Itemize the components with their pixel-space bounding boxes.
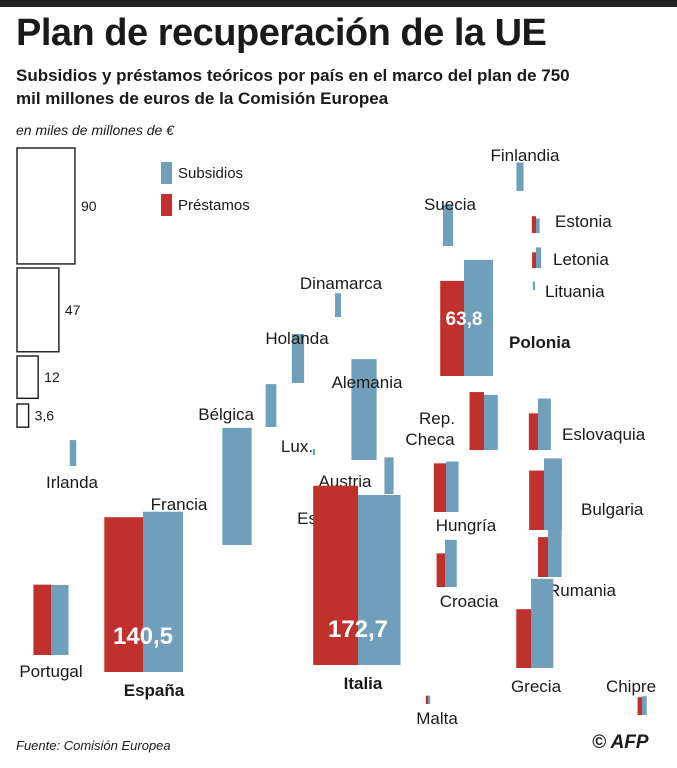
legend-swatch-subsidios (161, 162, 172, 184)
top-rule (0, 0, 677, 7)
bar-prestamos-polonia (440, 280, 464, 376)
scale-label-47: 47 (65, 302, 81, 318)
country-label-hungria: Hungría (436, 516, 497, 535)
country-label-rep-checa-line2: Checa (405, 430, 455, 449)
bar-subsidios-bulgaria (544, 458, 562, 530)
bar-prestamos-eslovaquia (528, 413, 538, 450)
bar-subsidios-rumania (548, 522, 562, 577)
bar-subsidios-hungria (446, 461, 459, 512)
bar-prestamos-hungria (433, 463, 446, 512)
country-label-lituania: Lituania (545, 282, 605, 301)
page-title: Plan de recuperación de la UE (16, 12, 547, 54)
country-label-polonia: Polonia (509, 333, 571, 352)
country-label-belgica: Bélgica (198, 405, 254, 424)
scale-box-12 (16, 355, 39, 400)
country-label-bulgaria: Bulgaria (581, 500, 644, 519)
scale-box-3-6 (16, 403, 30, 428)
value-label-polonia: 63,8 (446, 309, 483, 330)
subtitle: Subsidios y préstamos teóricos por país … (16, 66, 570, 108)
value-label-espana: 140,5 (113, 623, 173, 650)
country-label-letonia: Letonia (553, 250, 609, 269)
bar-subsidios-finlandia (516, 162, 524, 191)
bar-subsidios-grecia (531, 578, 554, 668)
scale-label-90: 90 (81, 198, 97, 214)
value-label-italia: 172,7 (328, 616, 388, 643)
bar-prestamos-portugal (33, 584, 51, 655)
country-label-rep-checa-line1: Rep. (419, 409, 455, 428)
scale-label-12: 12 (44, 369, 60, 385)
bar-subsidios-holanda (291, 333, 305, 383)
bar-subsidios-austria (384, 457, 394, 494)
country-label-espana: España (124, 681, 185, 700)
units-label: en miles de millones de € (16, 122, 174, 138)
country-label-lux: Lux. (281, 437, 313, 456)
bar-subsidios-francia (222, 427, 252, 545)
country-label-suecia: Suecia (424, 195, 477, 214)
bar-subsidios-letonia (536, 247, 542, 268)
bar-subsidios-lituania (532, 281, 536, 290)
bar-prestamos-rumania (538, 537, 548, 577)
country-label-irlanda: Irlanda (46, 473, 99, 492)
bar-subsidios-malta (428, 695, 431, 704)
scale-box-47 (16, 267, 60, 353)
country-label-portugal: Portugal (19, 662, 82, 681)
country-label-malta: Malta (416, 709, 458, 728)
bar-subsidios-estonia (536, 218, 540, 233)
bar-subsidios-polonia (464, 259, 494, 376)
bar-subsidios-portugal (51, 584, 69, 655)
scale-box-90 (16, 147, 76, 265)
bar-prestamos-malta (425, 695, 428, 704)
bar-subsidios-chipre (642, 696, 647, 715)
country-label-rumania: Rumania (548, 581, 617, 600)
bar-prestamos-croacia (436, 553, 445, 587)
bar-subsidios-eslovaquia (538, 398, 551, 450)
bar-subsidios-belgica (265, 384, 277, 427)
country-label-finlandia: Finlandia (491, 146, 561, 165)
country-label-grecia: Grecia (511, 677, 562, 696)
country-label-croacia: Croacia (440, 592, 499, 611)
country-label-francia: Francia (151, 495, 208, 514)
country-label-holanda: Holanda (265, 329, 329, 348)
bar-prestamos-bulgaria (529, 470, 544, 530)
legend-swatch-prestamos (161, 194, 172, 216)
source-note: Fuente: Comisión Europea (16, 738, 171, 753)
bar-prestamos-letonia (532, 252, 536, 268)
bar-prestamos-rep-checa (469, 392, 484, 450)
bar-subsidios-alemania (351, 359, 377, 460)
bar-subsidios-dinamarca (335, 293, 341, 317)
bar-subsidios-irlanda (69, 440, 77, 466)
country-label-chipre: Chipre (606, 677, 656, 696)
country-label-italia: Italia (344, 674, 383, 693)
bar-subsidios-rep-checa (484, 394, 498, 450)
country-label-eslovaquia: Eslovaquia (562, 425, 646, 444)
country-label-estonia: Estonia (555, 212, 612, 231)
legend-label-prestamos: Préstamos (178, 197, 250, 214)
bar-subsidios-lux (312, 449, 316, 455)
bar-prestamos-italia (313, 485, 358, 665)
bar-subsidios-croacia (445, 539, 457, 587)
bar-prestamos-grecia (516, 609, 531, 668)
country-label-dinamarca: Dinamarca (300, 274, 383, 293)
afp-credit: © AFP (592, 732, 649, 753)
scale-label-3-6: 3,6 (35, 408, 55, 424)
country-label-alemania: Alemania (332, 373, 403, 392)
legend-label-subsidios: Subsidios (178, 165, 243, 182)
bar-prestamos-chipre (637, 697, 642, 715)
bar-subsidios-suecia (442, 205, 454, 246)
bar-prestamos-estonia (531, 216, 536, 233)
bar-prestamos-espana (104, 517, 143, 672)
bar-subsidios-espana (143, 511, 184, 672)
bar-subsidios-italia (358, 494, 401, 665)
